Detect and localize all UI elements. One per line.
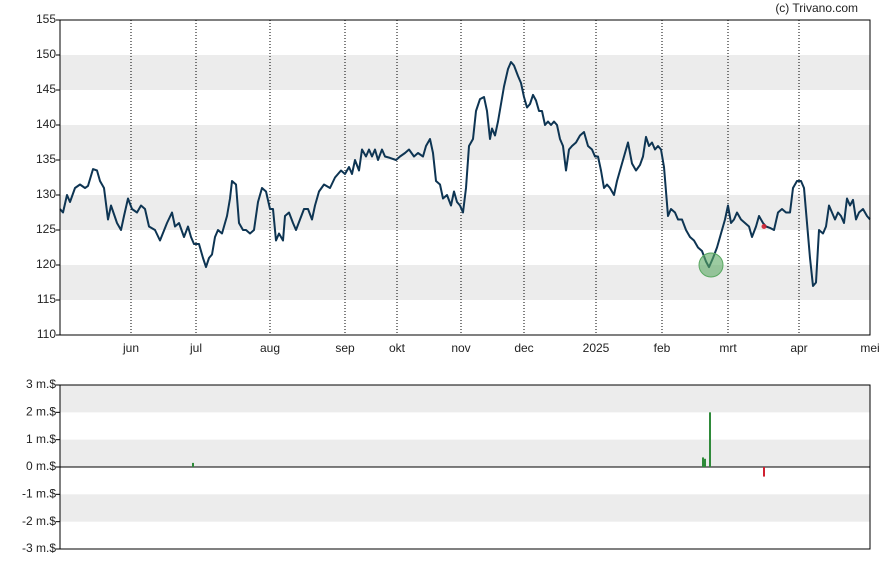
x-tick-label: jul [189, 341, 202, 355]
plot-frame [59, 19, 871, 336]
y-tick-label: 110 [37, 327, 56, 341]
x-tick-label: mei [860, 341, 879, 355]
credit: (c) Trivano.com [775, 1, 858, 15]
plot-frame [59, 384, 871, 550]
bar [709, 412, 711, 467]
y-tick-label: 2 m.$ [26, 405, 56, 419]
y-tick-label: 135 [36, 152, 56, 166]
x-tick-label: okt [389, 341, 406, 355]
y-tick-label: -3 m.$ [22, 541, 56, 555]
x-tick-label: dec [514, 341, 533, 355]
grid-band [60, 265, 870, 300]
x-tick-label: 2025 [583, 341, 610, 355]
y-tick-label: -2 m.$ [22, 514, 56, 528]
grid-band [60, 439, 870, 467]
x-tick-label: apr [790, 341, 807, 355]
y-tick-label: 140 [36, 117, 56, 131]
bar [192, 462, 194, 467]
bar [702, 457, 704, 467]
y-tick-label: 125 [36, 222, 56, 236]
grid-band [60, 55, 870, 90]
x-tick-label: mrt [719, 341, 737, 355]
y-tick-label: 1 m.$ [26, 432, 56, 446]
y-tick-label: 0 m.$ [26, 459, 56, 473]
marker [698, 252, 724, 278]
y-tick-label: -1 m.$ [22, 487, 56, 501]
x-tick-label: nov [451, 341, 470, 355]
grid-band [60, 385, 870, 413]
x-tick-label: sep [335, 341, 355, 355]
grid-band [60, 494, 870, 522]
x-tick-label: feb [654, 341, 671, 355]
grid-band [60, 125, 870, 160]
y-tick-label: 120 [36, 257, 56, 271]
marker [761, 224, 767, 229]
y-tick-label: 3 m.$ [26, 377, 56, 391]
x-tick-label: aug [260, 341, 280, 355]
bar [763, 467, 765, 477]
y-tick-label: 130 [36, 187, 56, 201]
y-tick-label: 115 [37, 292, 56, 306]
x-tick-label: jun [122, 341, 139, 355]
y-tick-label: 155 [36, 12, 56, 26]
y-tick-label: 150 [36, 47, 56, 61]
price-line [59, 61, 871, 287]
y-tick-label: 145 [36, 82, 56, 96]
bar [704, 458, 706, 467]
